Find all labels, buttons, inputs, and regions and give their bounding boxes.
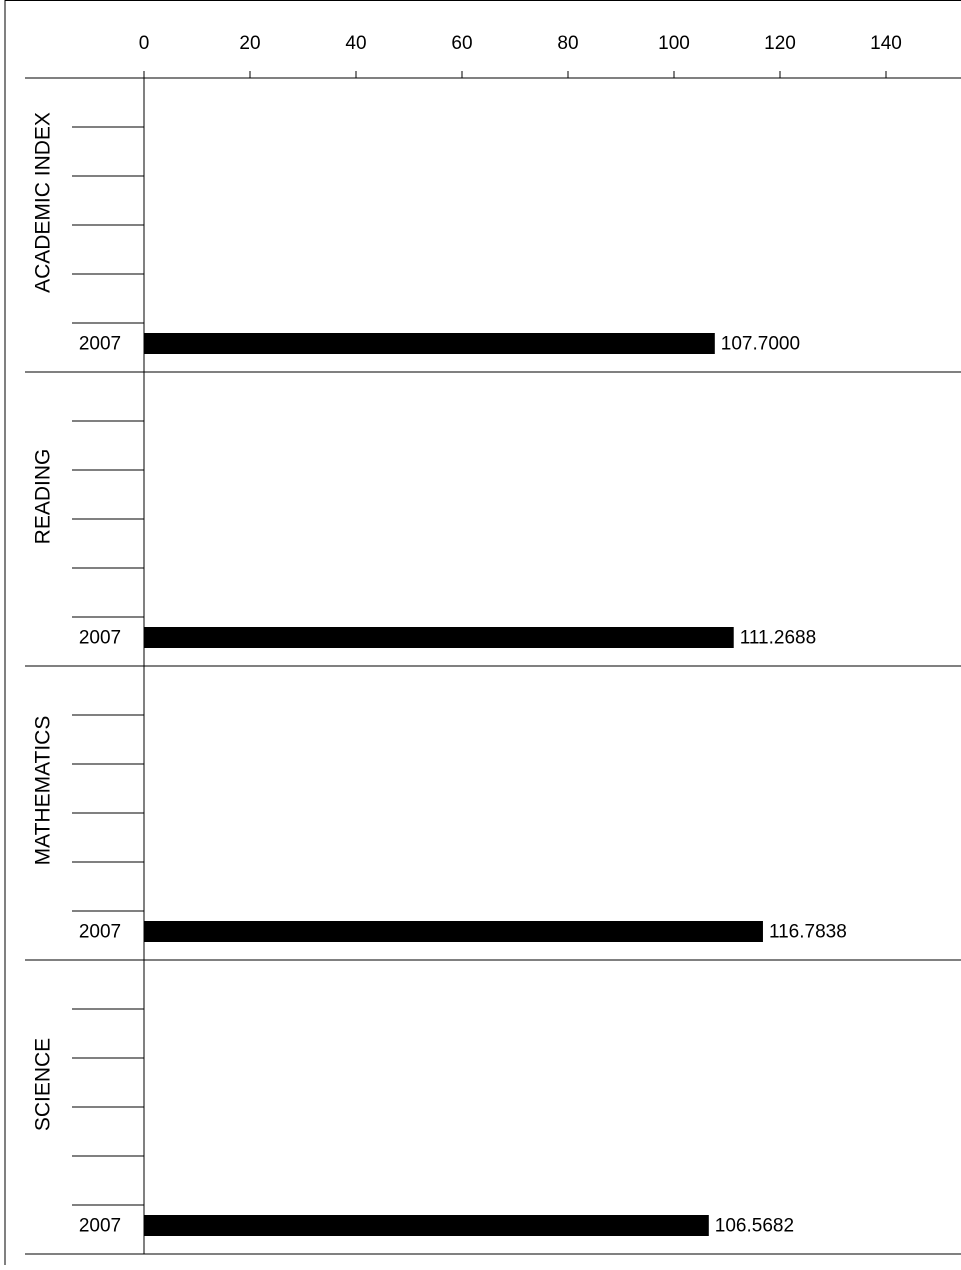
x-tick-label: 60 — [451, 33, 472, 54]
x-tick-label: 120 — [764, 33, 796, 54]
data-label: 106.5682 — [715, 1216, 794, 1237]
x-tick-label: 20 — [239, 33, 260, 54]
chart-frame — [4, 0, 961, 1265]
bar — [144, 921, 763, 942]
bar — [144, 1215, 709, 1236]
group-mathematics: MATHEMATICS 2007 116.7838 — [25, 714, 961, 961]
group-reading: READING 2007 111.2688 — [25, 420, 961, 667]
x-tick-label: 40 — [345, 33, 366, 54]
group-label: READING — [32, 449, 55, 545]
x-tick-label: 140 — [870, 33, 902, 54]
x-tick-label: 0 — [139, 33, 150, 54]
data-label: 116.7838 — [769, 922, 847, 943]
group-label: SCIENCE — [32, 1038, 55, 1131]
group-science: SCIENCE 2007 106.5682 — [25, 1008, 961, 1255]
data-label: 111.2688 — [740, 628, 816, 649]
x-axis: 0 20 40 60 80 100 120 140 — [139, 33, 902, 1254]
x-tick-label: 80 — [557, 33, 578, 54]
bar — [144, 333, 715, 354]
data-label: 107.7000 — [721, 334, 800, 355]
bar — [144, 627, 734, 648]
category-label: 2007 — [79, 1216, 121, 1237]
group-academic-index: ACADEMIC INDEX 2007 107.7000 — [25, 112, 961, 373]
group-label: MATHEMATICS — [32, 716, 55, 866]
category-label: 2007 — [79, 334, 121, 355]
category-label: 2007 — [79, 628, 121, 649]
x-tick-label: 100 — [658, 33, 690, 54]
category-label: 2007 — [79, 922, 121, 943]
group-label: ACADEMIC INDEX — [32, 112, 55, 293]
groups: ACADEMIC INDEX 2007 107.7000 READING 2007 111… — [25, 112, 961, 1255]
